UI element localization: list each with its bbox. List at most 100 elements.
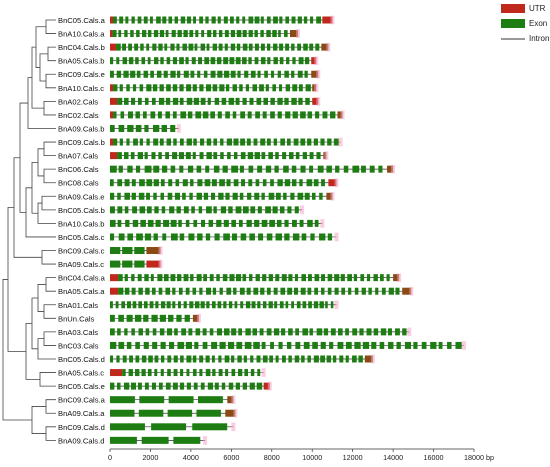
exon [214, 97, 220, 105]
exon [191, 57, 196, 65]
exon [124, 206, 129, 214]
exon [116, 57, 120, 65]
exon [260, 138, 266, 146]
exon [190, 179, 194, 187]
exon [185, 152, 191, 160]
exon [268, 274, 273, 282]
exon [147, 30, 152, 38]
exon [203, 274, 207, 282]
exon [291, 165, 297, 173]
exon [319, 233, 326, 241]
axis-unit: bp [486, 453, 494, 462]
exon [242, 16, 246, 24]
end-highlight [338, 137, 343, 147]
exon [321, 179, 325, 187]
exon [265, 84, 269, 92]
gene-label: BnC06.Cals [58, 165, 99, 174]
exon [127, 165, 133, 173]
exon [288, 355, 292, 363]
exon [268, 301, 273, 309]
gene-label: BnC09.Cals.c [58, 247, 105, 256]
utr-3prime [227, 396, 234, 404]
exon [157, 111, 162, 119]
tree-branch [45, 73, 56, 89]
gene-label: BnC03.Cals [58, 341, 99, 350]
exon [167, 409, 193, 417]
exon [308, 301, 312, 309]
exon [387, 328, 393, 336]
axis-tick-label: 4000 [183, 453, 199, 462]
exon [153, 30, 159, 38]
exon [252, 84, 257, 92]
exon [301, 274, 307, 282]
exon [138, 192, 145, 200]
exon [176, 43, 180, 51]
exon [300, 165, 306, 173]
exon [119, 138, 123, 146]
gene-label: BnA10.Cals.b [58, 219, 104, 228]
exon [307, 111, 313, 119]
exon [187, 111, 193, 119]
exon [285, 43, 290, 51]
exon [430, 341, 437, 349]
exon [219, 287, 223, 295]
exon [164, 43, 168, 51]
exon [261, 152, 266, 160]
exon [250, 355, 254, 363]
gene-structure [110, 286, 414, 296]
end-highlight [320, 219, 325, 228]
exon [275, 152, 279, 160]
exon [321, 274, 326, 282]
exon [137, 97, 142, 105]
exon [261, 192, 265, 200]
exon [273, 138, 278, 146]
exon [189, 301, 194, 309]
utr-5prime [110, 97, 118, 105]
exon [228, 97, 235, 105]
exon [166, 301, 171, 309]
exon [197, 396, 223, 404]
exon [239, 84, 243, 92]
exon [116, 43, 121, 51]
exon [185, 57, 189, 65]
gene-structure [110, 42, 331, 52]
exon [117, 179, 123, 187]
exon [212, 287, 217, 295]
end-highlight [176, 124, 181, 133]
exon [167, 328, 173, 336]
exon [163, 70, 168, 78]
exon [279, 301, 284, 309]
exon [157, 274, 163, 282]
exon [332, 355, 337, 363]
exon [159, 30, 165, 38]
exon [334, 287, 339, 295]
exon [165, 382, 171, 390]
exon [197, 233, 203, 241]
exon [173, 138, 177, 146]
exon [284, 219, 289, 227]
exon [230, 30, 236, 38]
exon [121, 301, 126, 309]
exon [313, 138, 318, 146]
exon [158, 382, 163, 390]
exon [182, 179, 188, 187]
exon [260, 57, 266, 65]
exon [123, 152, 129, 160]
exon [277, 111, 282, 119]
exon [291, 70, 295, 78]
exon [182, 43, 187, 51]
exon [145, 287, 150, 295]
exon [117, 206, 123, 214]
exon [231, 369, 236, 377]
exon [273, 328, 280, 336]
tree-branch [43, 141, 56, 156]
exon [146, 138, 150, 146]
exon [110, 219, 116, 227]
tree-branch [45, 277, 56, 292]
exon [170, 124, 176, 132]
exon [309, 165, 314, 173]
exon [319, 301, 324, 309]
bp-axis: 0 2000 4000 6000 8000 10000 12000 14000 16000 180… [108, 448, 494, 462]
exon [172, 97, 179, 105]
gene-structure [110, 314, 201, 323]
